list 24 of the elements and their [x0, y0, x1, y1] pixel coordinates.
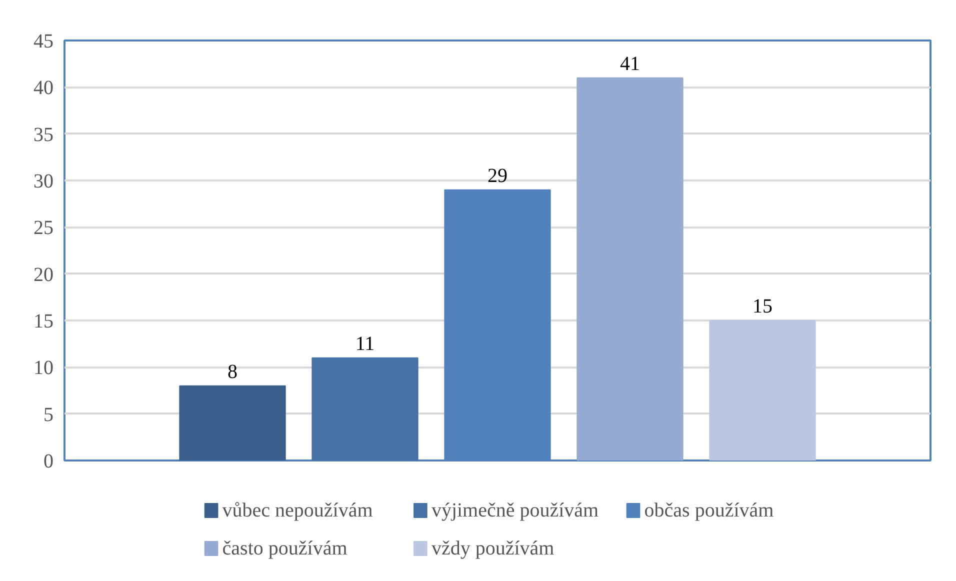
y-tick-label: 45	[34, 30, 54, 52]
y-tick-label: 30	[34, 170, 54, 192]
legend-label: často používám	[222, 538, 348, 560]
legend-label: občas používám	[644, 500, 774, 522]
bar	[312, 357, 418, 460]
data-label: 8	[228, 360, 238, 383]
y-tick-label: 20	[34, 264, 54, 286]
y-tick-label: 15	[34, 310, 54, 332]
legend-label: vůbec nepoužívám	[222, 500, 374, 522]
y-tick-label: 5	[44, 404, 54, 426]
data-label: 15	[752, 296, 772, 318]
data-label: 11	[355, 332, 375, 355]
y-tick-label: 35	[34, 124, 54, 146]
y-tick-label: 0	[44, 450, 54, 472]
y-tick-label: 10	[34, 357, 54, 380]
y-tick-label: 25	[34, 217, 54, 240]
bar	[179, 385, 286, 460]
legend-label: vždy používám	[431, 538, 555, 560]
bar	[709, 320, 816, 460]
bar	[576, 77, 684, 460]
legend-label: výjimečně používám	[431, 500, 600, 522]
data-label: 41	[620, 52, 640, 75]
data-label: 29	[488, 164, 508, 187]
y-tick-label: 40	[34, 77, 54, 100]
